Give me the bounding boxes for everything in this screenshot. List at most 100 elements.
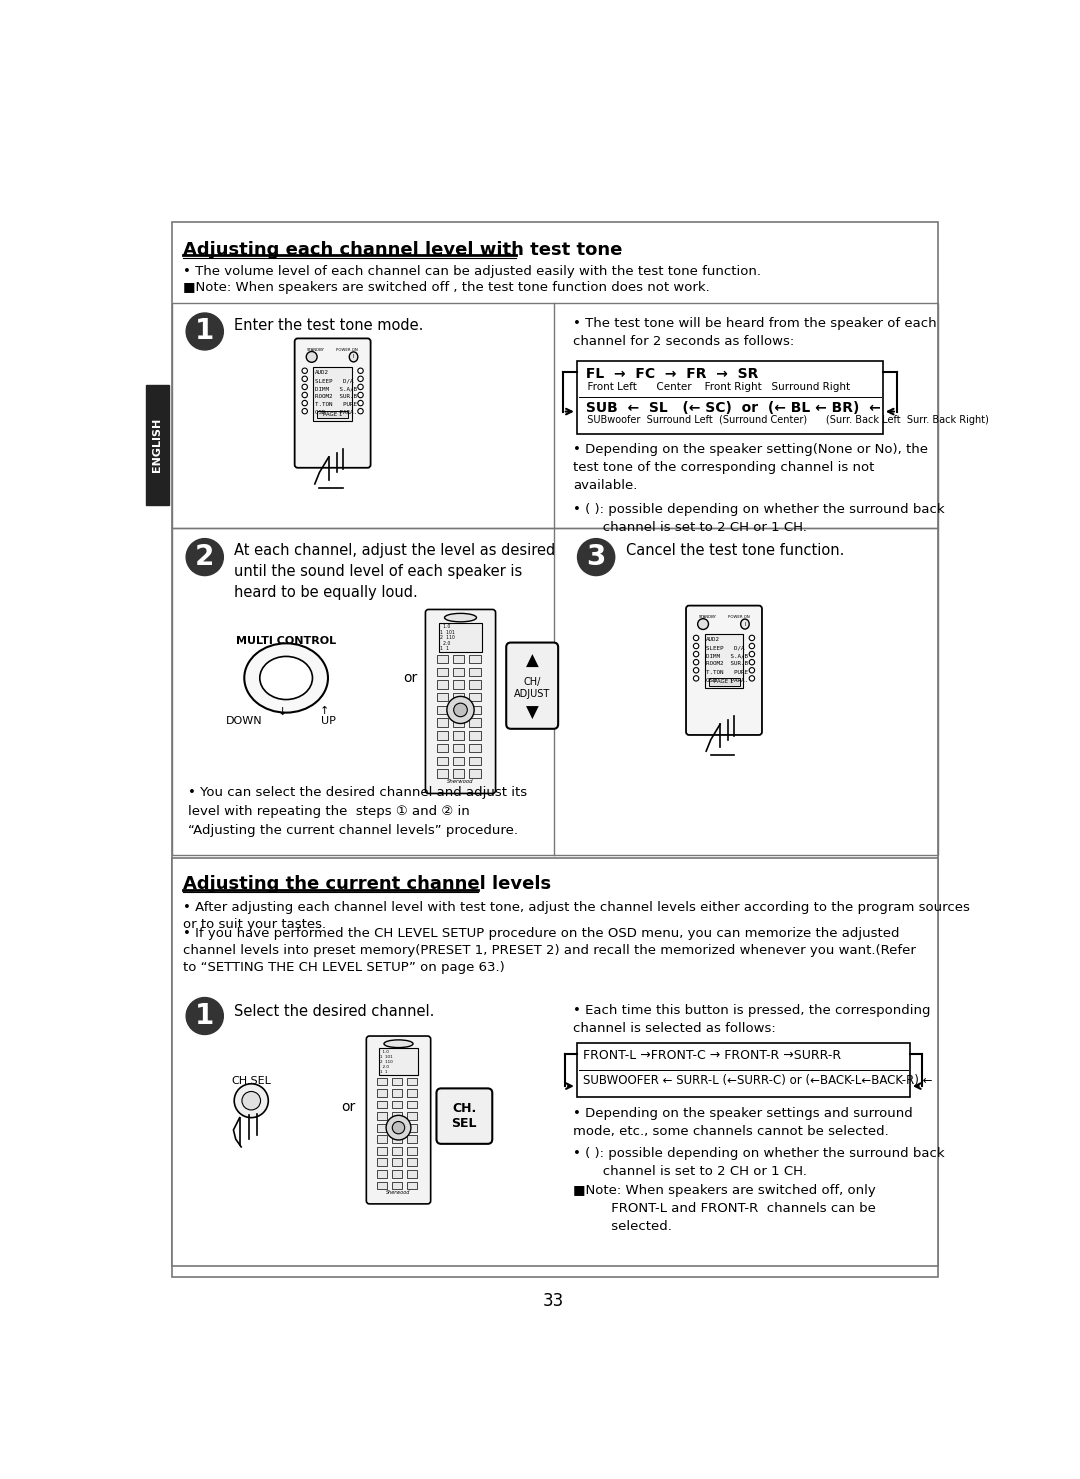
Bar <box>454 655 464 664</box>
Text: DOWN: DOWN <box>226 716 262 726</box>
Circle shape <box>750 676 755 680</box>
Text: POWER ON: POWER ON <box>728 615 750 618</box>
Text: OSD    PARA.: OSD PARA. <box>314 410 356 416</box>
Text: Cancel the test tone function.: Cancel the test tone function. <box>625 543 843 558</box>
Circle shape <box>454 703 468 717</box>
Bar <box>407 1136 417 1143</box>
Text: 1.0: 1.0 <box>441 624 450 630</box>
Text: 2.0: 2.0 <box>441 640 450 646</box>
Bar <box>470 655 481 664</box>
Bar <box>407 1124 417 1131</box>
Circle shape <box>357 376 363 382</box>
Bar <box>437 680 448 689</box>
Bar <box>470 680 481 689</box>
Circle shape <box>750 651 755 657</box>
Text: CH/
ADJUST: CH/ ADJUST <box>514 677 551 700</box>
Text: • After adjusting each channel level with test tone, adjust the channel levels e: • After adjusting each channel level wit… <box>183 901 970 930</box>
Text: I: I <box>744 621 745 627</box>
Text: FL  →  FC  →  FR  →  SR: FL → FC → FR → SR <box>581 367 758 382</box>
Circle shape <box>750 660 755 666</box>
Text: POWER ON: POWER ON <box>337 348 359 352</box>
Bar <box>377 1170 388 1177</box>
Circle shape <box>242 1092 260 1109</box>
Bar <box>407 1078 417 1086</box>
Text: Sherwood: Sherwood <box>387 1189 410 1195</box>
Bar <box>470 667 481 676</box>
Text: PAGE 1: PAGE 1 <box>714 679 733 685</box>
Bar <box>470 769 481 778</box>
Bar <box>318 411 348 419</box>
Bar <box>392 1158 402 1165</box>
Text: Sherwood: Sherwood <box>447 778 474 784</box>
Text: 1: 1 <box>195 318 214 346</box>
Circle shape <box>186 538 224 575</box>
Text: DIMM   S.A/B: DIMM S.A/B <box>314 386 356 390</box>
Text: CH.SEL: CH.SEL <box>231 1077 271 1086</box>
Bar <box>407 1112 417 1120</box>
Text: 2: 2 <box>195 543 215 571</box>
Text: SLEEP   D/A: SLEEP D/A <box>314 379 353 383</box>
Text: 3: 3 <box>586 543 606 571</box>
Circle shape <box>750 636 755 640</box>
Text: STANDBY: STANDBY <box>699 615 716 618</box>
Text: SUBwoofer  Surround Left  (Surround Center)      (Surr. Back Left  Surr. Back Ri: SUBwoofer Surround Left (Surround Center… <box>581 416 988 426</box>
Bar <box>392 1146 402 1155</box>
Text: SUB  ←  SL   (← SC)  or  (← BL ← BR)  ←: SUB ← SL (← SC) or (← BL ← BR) ← <box>581 401 880 414</box>
Bar <box>407 1158 417 1165</box>
Text: 1  101: 1 101 <box>441 630 456 634</box>
Bar <box>454 731 464 740</box>
Bar <box>392 1124 402 1131</box>
Circle shape <box>357 392 363 398</box>
Bar <box>377 1146 388 1155</box>
Bar <box>377 1078 388 1086</box>
Bar <box>437 744 448 753</box>
Circle shape <box>357 408 363 414</box>
Bar <box>392 1182 402 1189</box>
Circle shape <box>302 401 308 405</box>
Circle shape <box>750 643 755 649</box>
Circle shape <box>578 538 615 575</box>
Bar <box>392 1170 402 1177</box>
Text: T.TON   PURE: T.TON PURE <box>706 670 748 674</box>
Bar <box>407 1100 417 1108</box>
Text: 2  110: 2 110 <box>441 636 456 640</box>
Bar <box>172 303 937 528</box>
Bar <box>407 1170 417 1177</box>
Text: • The test tone will be heard from the speaker of each
channel for 2 seconds as : • The test tone will be heard from the s… <box>572 317 936 348</box>
Bar <box>470 719 481 726</box>
Text: 2  110: 2 110 <box>380 1060 393 1063</box>
Circle shape <box>302 392 308 398</box>
Text: • Depending on the speaker settings and surround
mode, etc., some channels canno: • Depending on the speaker settings and … <box>572 1106 913 1137</box>
Text: ▼: ▼ <box>526 704 539 722</box>
Text: • Each time this button is pressed, the corresponding
channel is selected as fol: • Each time this button is pressed, the … <box>572 1004 930 1035</box>
Bar <box>377 1182 388 1189</box>
FancyBboxPatch shape <box>686 605 762 735</box>
Text: Front Left      Center    Front Right   Surround Right: Front Left Center Front Right Surround R… <box>581 382 850 392</box>
Text: ■Note: When speakers are switched off, only
         FRONT-L and FRONT-R  channe: ■Note: When speakers are switched off, o… <box>572 1183 876 1233</box>
Text: 1  1: 1 1 <box>380 1069 388 1074</box>
Bar <box>377 1158 388 1165</box>
Text: ▲: ▲ <box>526 652 539 670</box>
Circle shape <box>447 697 474 723</box>
Bar <box>437 705 448 714</box>
Bar <box>313 367 352 422</box>
Ellipse shape <box>384 1040 413 1047</box>
Text: FRONT-L →FRONT-C → FRONT-R →SURR-R: FRONT-L →FRONT-C → FRONT-R →SURR-R <box>583 1049 841 1062</box>
Text: Enter the test tone mode.: Enter the test tone mode. <box>234 318 423 333</box>
Text: Adjusting the current channel levels: Adjusting the current channel levels <box>183 876 551 893</box>
Bar <box>454 680 464 689</box>
Text: or: or <box>403 671 417 685</box>
Bar <box>470 731 481 740</box>
Bar <box>392 1089 402 1097</box>
Text: ↑: ↑ <box>320 707 329 716</box>
Text: At each channel, adjust the level as desired
until the sound level of each speak: At each channel, adjust the level as des… <box>234 543 555 600</box>
Bar <box>407 1089 417 1097</box>
Circle shape <box>302 368 308 373</box>
Text: • If you have performed the CH LEVEL SETUP procedure on the OSD menu, you can me: • If you have performed the CH LEVEL SET… <box>183 927 916 975</box>
Text: CH.
SEL: CH. SEL <box>451 1102 477 1130</box>
Bar <box>377 1100 388 1108</box>
Text: I: I <box>353 355 354 359</box>
Text: AUD2: AUD2 <box>314 370 328 376</box>
Text: • ( ): possible depending on whether the surround back
       channel is set to : • ( ): possible depending on whether the… <box>572 1146 945 1177</box>
Bar <box>379 1049 418 1075</box>
